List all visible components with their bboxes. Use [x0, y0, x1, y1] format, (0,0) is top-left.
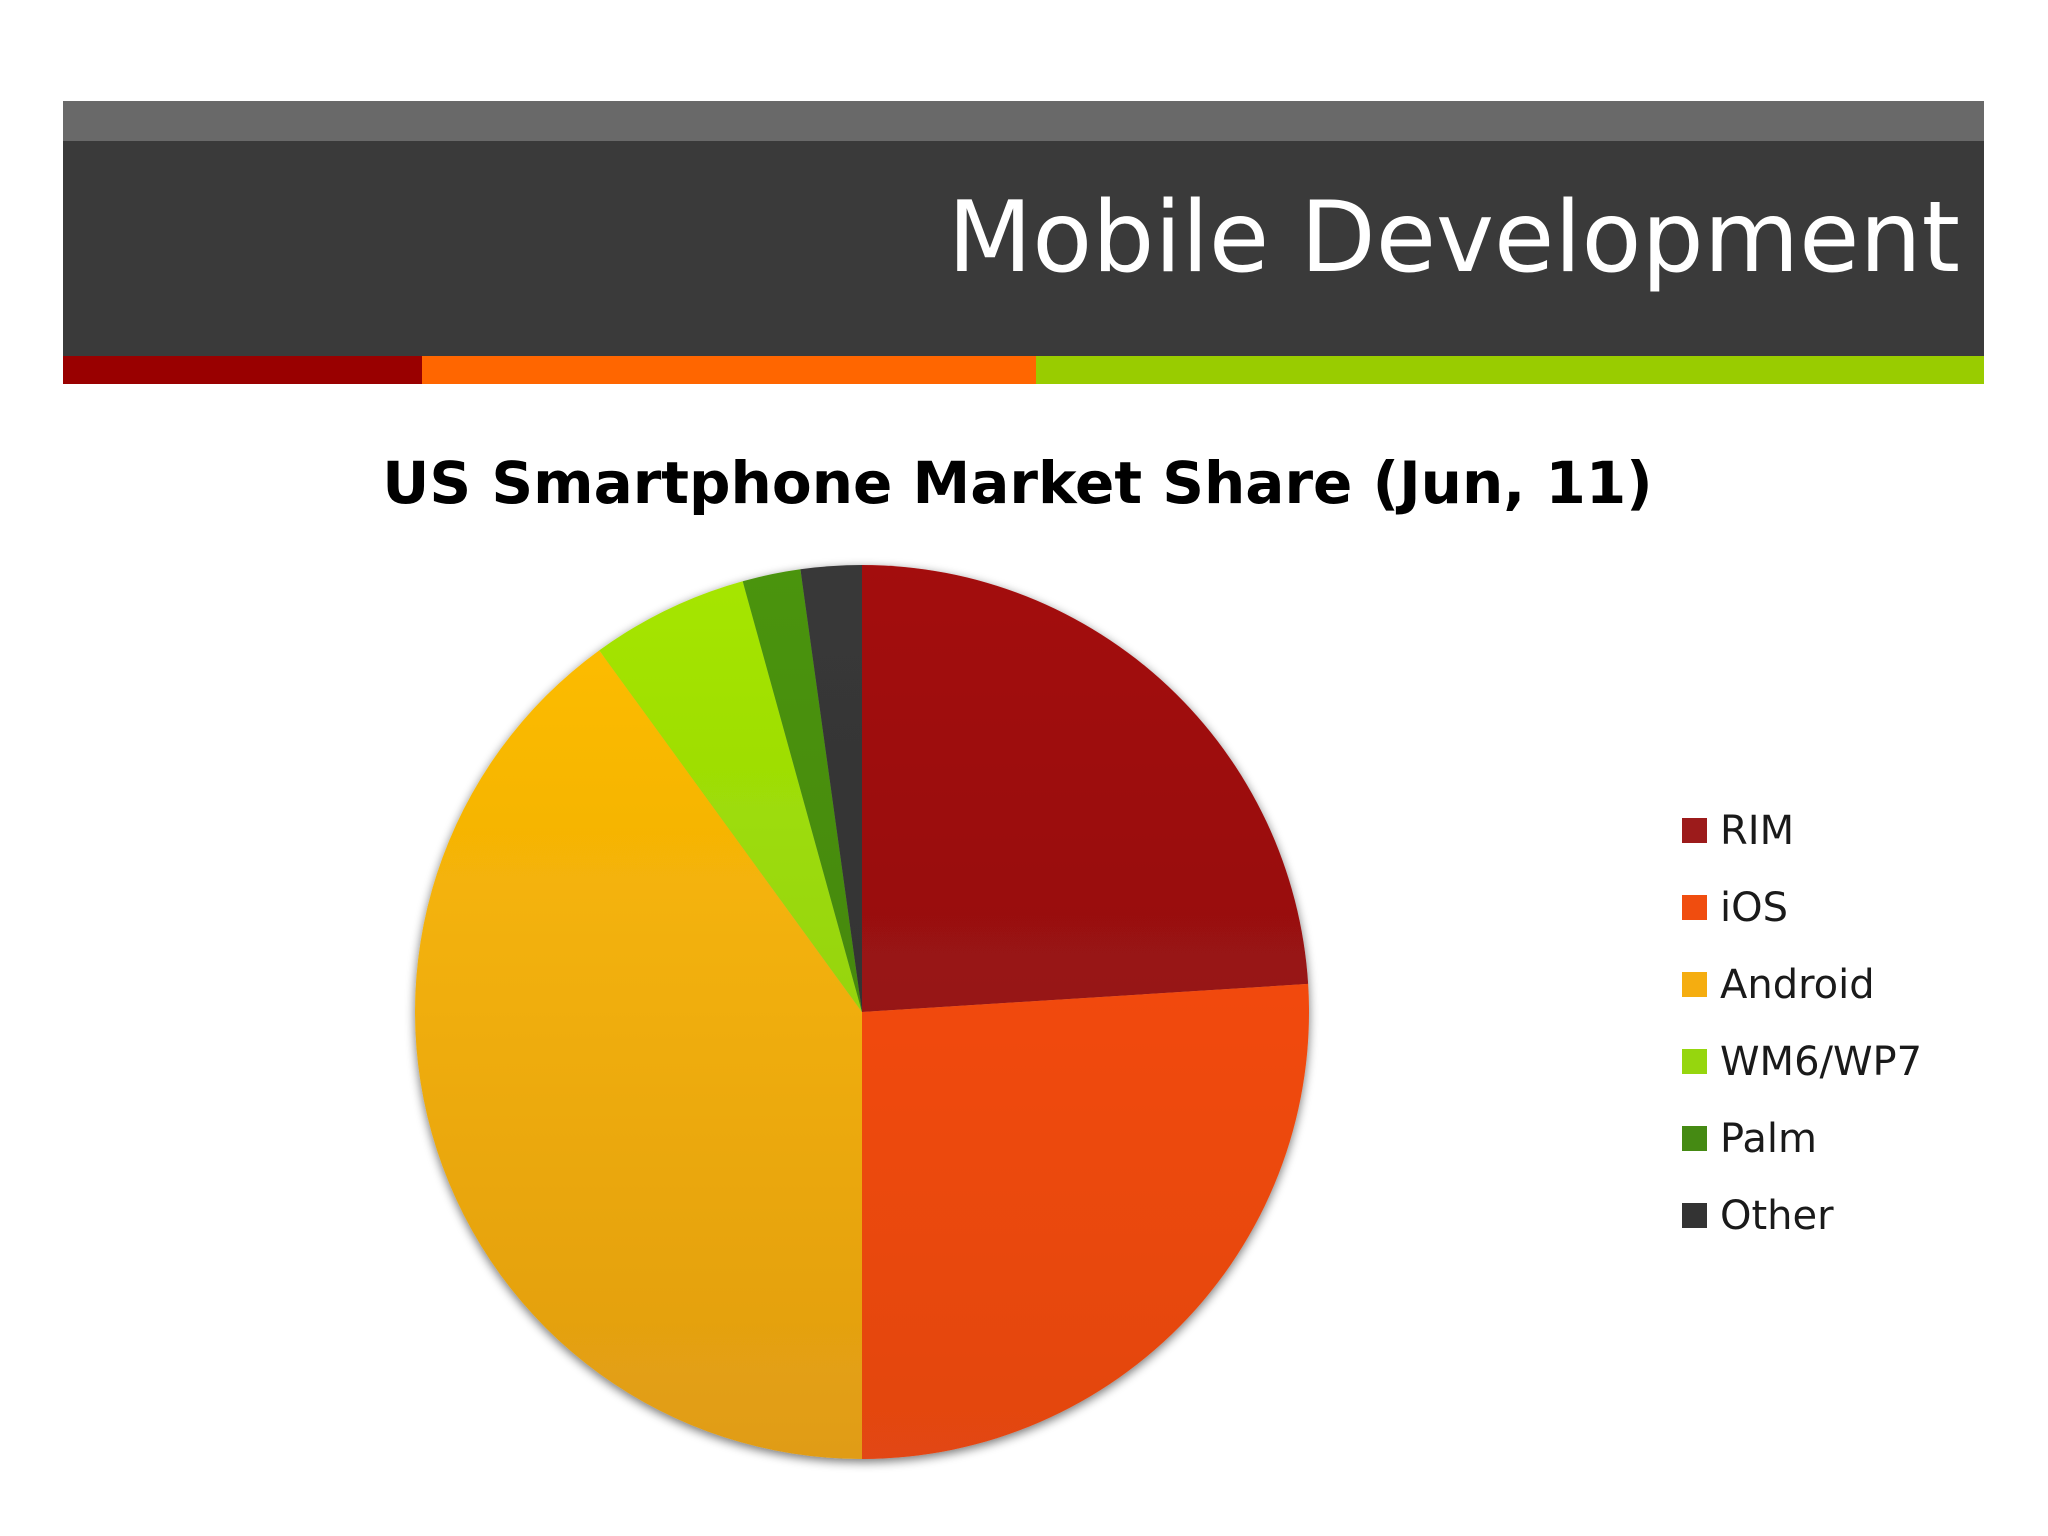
pie-slice-palm	[742, 569, 862, 1012]
legend-label: RIM	[1720, 807, 1795, 854]
pie-slice-ios	[862, 983, 1310, 1459]
legend-item: RIM	[1682, 792, 1922, 869]
legend-swatch	[1682, 818, 1707, 843]
legend-label: iOS	[1720, 884, 1788, 931]
legend-label: Palm	[1720, 1115, 1817, 1162]
legend-item: iOS	[1682, 869, 1922, 946]
header-top-strip	[63, 101, 1984, 141]
legend-item: WM6/WP7	[1682, 1023, 1922, 1100]
legend-swatch	[1682, 895, 1707, 920]
accent-bar-segment	[63, 356, 422, 384]
legend-swatch	[1682, 1126, 1707, 1151]
header-band: Mobile Development	[63, 141, 1984, 356]
pie-slice-android	[415, 650, 862, 1459]
pie-slice-rim	[862, 565, 1309, 1012]
legend-swatch	[1682, 972, 1707, 997]
legend-swatch	[1682, 1049, 1707, 1074]
chart-title: US Smartphone Market Share (Jun, 11)	[382, 449, 1653, 517]
legend-label: WM6/WP7	[1720, 1038, 1923, 1085]
slide-title: Mobile Development	[947, 181, 1960, 295]
pie-slice-other	[800, 565, 862, 1012]
accent-bar	[63, 356, 1984, 384]
chart-legend: RIM iOS Android WM6/WP7 Palm Other	[1682, 792, 1922, 1254]
accent-bar-segment	[421, 356, 1036, 384]
legend-swatch	[1682, 1203, 1707, 1228]
legend-item: Android	[1682, 946, 1922, 1023]
legend-item: Palm	[1682, 1100, 1922, 1177]
legend-item: Other	[1682, 1177, 1922, 1254]
legend-label: Other	[1720, 1192, 1834, 1239]
legend-label: Android	[1720, 961, 1875, 1008]
accent-bar-segment	[1035, 356, 1984, 384]
pie-slice-wm6-wp7	[599, 581, 862, 1012]
